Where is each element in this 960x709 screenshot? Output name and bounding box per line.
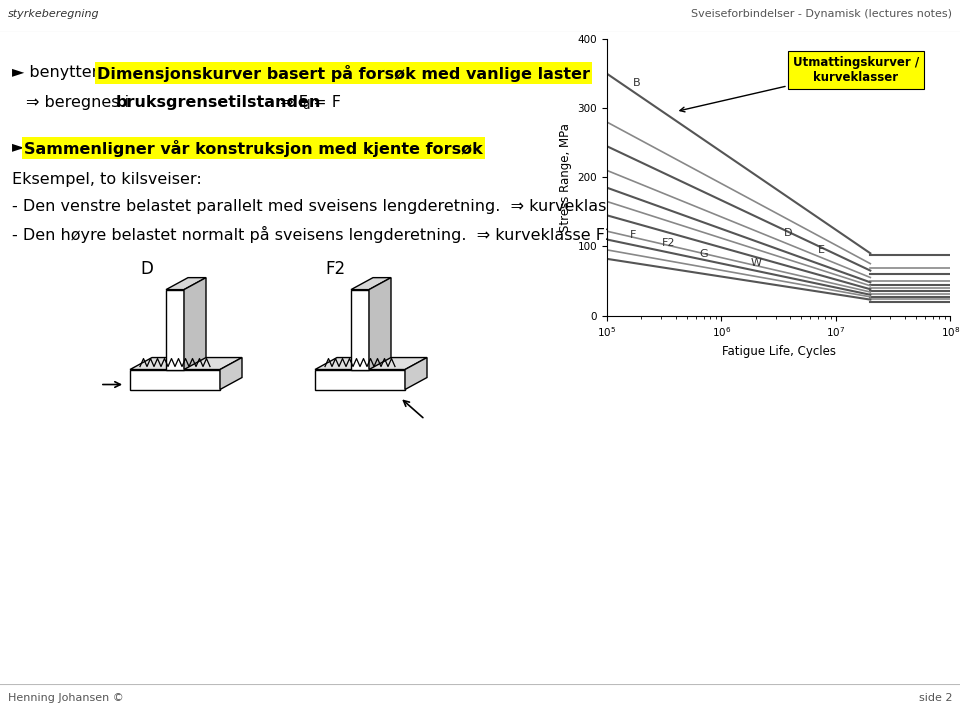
Text: Sveiseforbindelser - Dynamisk (lectures notes): Sveiseforbindelser - Dynamisk (lectures … [691,9,952,19]
Polygon shape [351,278,391,289]
Text: side 2: side 2 [919,693,952,703]
Polygon shape [130,357,242,369]
Polygon shape [166,289,184,369]
Polygon shape [369,278,391,369]
Text: d: d [302,99,309,112]
Text: - Den høyre belastet normalt på sveisens lengderetning.  ⇒ kurveklasse F2: - Den høyre belastet normalt på sveisens… [12,225,615,242]
Text: E: E [818,245,825,255]
Polygon shape [130,369,220,389]
Text: W: W [751,258,761,268]
Y-axis label: Stress Range, MPa: Stress Range, MPa [559,123,572,232]
Polygon shape [405,357,427,389]
Text: = F: = F [308,95,341,110]
Text: Eksempel, to kilsveiser:: Eksempel, to kilsveiser: [12,172,202,186]
Text: F: F [630,230,636,240]
Text: Sammenligner vår konstruksjon med kjente forsøk: Sammenligner vår konstruksjon med kjente… [24,140,483,157]
Polygon shape [351,289,369,369]
Text: ⇒ F: ⇒ F [275,95,308,110]
X-axis label: Fatigue Life, Cycles: Fatigue Life, Cycles [722,345,835,357]
Text: Dimensjonskurver basert på forsøk med vanlige laster: Dimensjonskurver basert på forsøk med va… [97,65,590,82]
Polygon shape [166,278,206,289]
Text: Utmattingskurver /
kurveklasser: Utmattingskurver / kurveklasser [680,56,919,112]
Text: F2: F2 [325,259,346,278]
Text: D: D [140,259,153,278]
Text: ► benytter: ► benytter [12,65,104,80]
Text: F2: F2 [661,238,675,248]
Polygon shape [315,357,427,369]
Text: G: G [700,249,708,259]
Text: styrkeberegning: styrkeberegning [8,9,99,19]
Text: - Den venstre belastet parallelt med sveisens lengderetning.  ⇒ kurveklasse D: - Den venstre belastet parallelt med sve… [12,199,642,213]
Text: ►: ► [12,140,30,155]
Polygon shape [184,278,206,369]
Text: D: D [783,228,792,238]
Polygon shape [315,369,405,389]
Text: bruksgrensetilstanden: bruksgrensetilstanden [116,95,322,110]
Text: ⇒ beregnes i: ⇒ beregnes i [26,95,134,110]
Polygon shape [220,357,242,389]
Text: B: B [634,78,640,88]
Text: Henning Johansen ©: Henning Johansen © [8,693,124,703]
